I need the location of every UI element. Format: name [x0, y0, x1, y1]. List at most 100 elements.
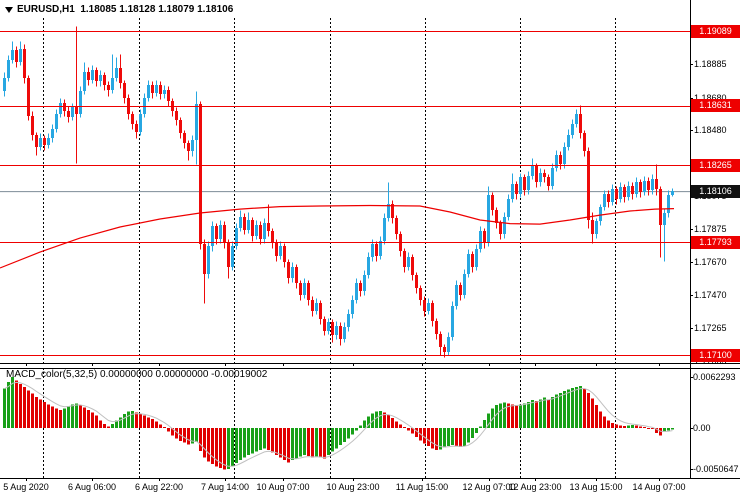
candle-body — [19, 49, 22, 62]
macd-bar — [295, 428, 298, 459]
macd-bar — [43, 401, 46, 428]
candle-body — [547, 177, 550, 186]
macd-bar — [651, 428, 654, 429]
candle-body — [379, 241, 382, 256]
macd-bar — [183, 428, 186, 443]
macd-bar — [15, 380, 18, 428]
macd-bar — [507, 403, 510, 428]
macd-signal-line — [4, 381, 673, 467]
macd-bar — [471, 428, 474, 438]
macd-bar — [323, 428, 326, 459]
macd-bar — [551, 396, 554, 428]
macd-bar — [147, 417, 150, 428]
candle-body — [415, 275, 418, 288]
candle-body — [467, 254, 470, 274]
macd-bar — [547, 399, 550, 428]
candle-body — [199, 104, 202, 244]
candle-body — [667, 195, 670, 213]
candle-body — [103, 75, 106, 85]
candle-body — [539, 173, 542, 182]
candle-body — [383, 218, 386, 241]
macd-bar — [527, 401, 530, 428]
candle-body — [83, 72, 86, 91]
candle-body — [295, 267, 298, 283]
candle-body — [163, 90, 166, 94]
macd-bar — [603, 416, 606, 428]
sr-price-badge: 1.19089 — [691, 25, 740, 38]
candle-body — [183, 133, 186, 143]
candle-body — [283, 246, 286, 262]
candle-body — [271, 231, 274, 243]
candle-body — [207, 246, 210, 274]
macd-bar — [431, 428, 434, 449]
indicator-tick-label: 0.00 — [693, 423, 711, 433]
macd-bar — [627, 425, 630, 428]
macd-bar — [587, 392, 590, 428]
sr-price-badge: 1.17793 — [691, 236, 740, 249]
candle-body — [639, 182, 642, 192]
candle-body — [147, 85, 150, 98]
macd-bar — [175, 428, 178, 439]
macd-bar — [191, 428, 194, 444]
candle-body — [627, 186, 630, 197]
macd-bar — [495, 405, 498, 428]
macd-bar — [155, 421, 158, 428]
macd-bar — [199, 428, 202, 451]
macd-bar — [399, 424, 402, 428]
macd-bar — [235, 428, 238, 464]
candle-body — [51, 129, 54, 138]
macd-bar — [319, 428, 322, 458]
macd-bar — [91, 412, 94, 428]
candle-body — [591, 220, 594, 234]
macd-bar — [19, 383, 22, 428]
macd-bar — [663, 428, 666, 433]
macd-bar — [379, 410, 382, 428]
candle-body — [307, 283, 310, 300]
macd-bar — [259, 428, 262, 451]
macd-bar — [55, 408, 58, 428]
candle-body — [179, 120, 182, 133]
macd-bar — [451, 428, 454, 446]
candle-body — [191, 140, 194, 151]
candle-body — [299, 283, 302, 295]
candle-body — [43, 138, 46, 145]
macd-bar — [3, 388, 6, 428]
macd-bar — [359, 425, 362, 428]
candle-body — [519, 177, 522, 194]
macd-bar — [95, 415, 98, 428]
macd-bar — [355, 428, 358, 431]
candle-body — [515, 184, 518, 194]
macd-bar — [227, 428, 230, 469]
indicator-values-text: 0.00000000 0.00000000 -0.00019002 — [99, 369, 268, 380]
macd-bar — [151, 419, 154, 428]
macd-bar — [539, 399, 542, 428]
chevron-down-icon[interactable] — [5, 7, 13, 13]
macd-bar — [31, 393, 34, 428]
candle-body — [211, 226, 214, 246]
macd-bar — [203, 428, 206, 458]
candle-body — [671, 191, 674, 195]
candle-body — [87, 72, 90, 80]
candle-body — [327, 322, 330, 331]
time-axis-label: 11 Aug 15:00 — [395, 482, 449, 492]
candle-body — [479, 231, 482, 249]
macd-bar — [239, 428, 242, 460]
candle-body — [643, 181, 646, 192]
macd-bar — [167, 428, 170, 432]
candle-body — [435, 321, 438, 334]
macd-bar — [71, 404, 74, 428]
candle-body — [239, 217, 242, 228]
macd-bar — [75, 403, 78, 428]
candle-body — [303, 283, 306, 295]
candle-body — [55, 114, 58, 129]
macd-bar — [211, 428, 214, 464]
candle-body — [119, 68, 122, 83]
macd-bar — [631, 425, 634, 428]
candle-body — [587, 151, 590, 220]
candle-body — [151, 85, 154, 93]
candle-body — [3, 78, 6, 91]
macd-bar — [207, 428, 210, 462]
macd-bar — [619, 425, 622, 428]
